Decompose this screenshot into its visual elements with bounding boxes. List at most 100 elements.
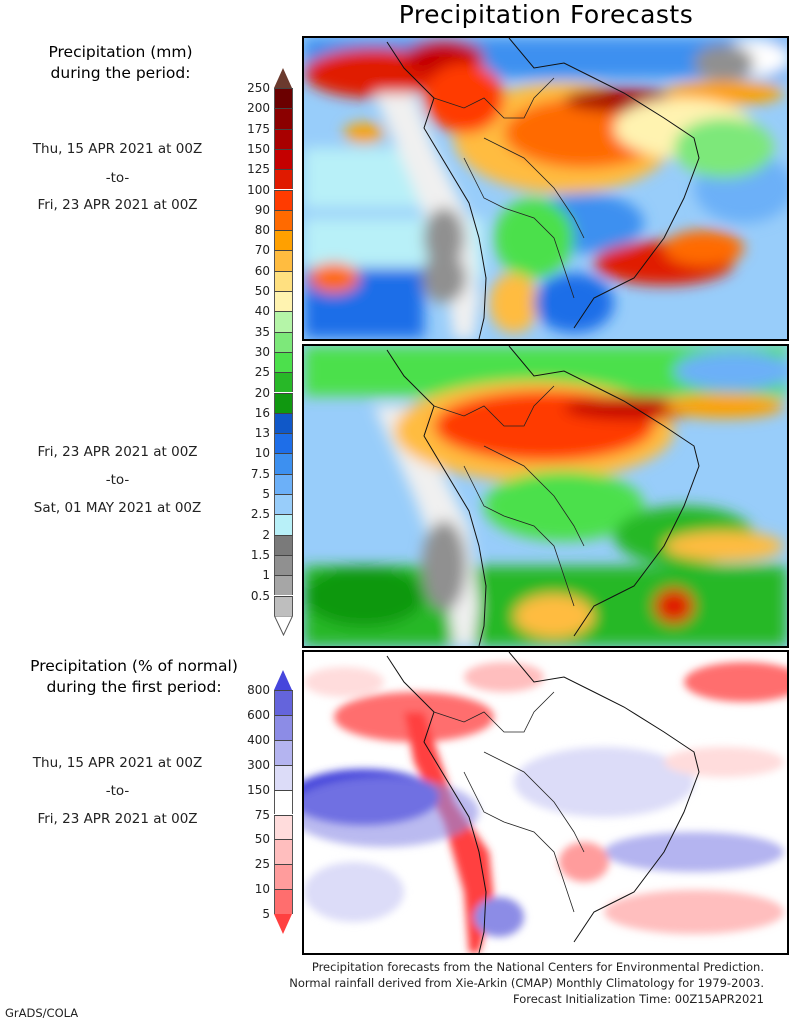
amount-tick-label: 30 <box>254 344 270 359</box>
amount-scale-cell <box>274 189 293 210</box>
amount-tick-label: 25 <box>254 365 270 380</box>
precip-map-period-2 <box>302 344 789 648</box>
amount-scale-cell <box>274 494 293 515</box>
amount-legend-heading: Precipitation (mm) during the period: <box>3 42 238 84</box>
footer-line2: Normal rainfall derived from Xie-Arkin (… <box>289 976 764 990</box>
percent-map-svg <box>304 652 787 953</box>
percent-under-arrow <box>274 914 292 935</box>
precip-map-2-svg <box>304 346 787 646</box>
precip-map-period-1 <box>302 36 789 341</box>
borders <box>433 385 585 607</box>
percent-tick-label: 50 <box>254 832 270 847</box>
period3-end: Fri, 23 APR 2021 at 00Z <box>37 811 198 827</box>
amount-tick-label: 50 <box>254 284 270 298</box>
amount-tick-label: 13 <box>254 426 270 441</box>
percent-scale-cell <box>274 690 293 715</box>
amount-scale-cell <box>274 88 293 109</box>
amount-scale-cell <box>274 351 293 373</box>
amount-tick-label: 35 <box>254 324 270 339</box>
amount-scale-cell <box>274 453 293 474</box>
amount-scale-cell <box>274 291 293 312</box>
page-title: Precipitation Forecasts <box>398 0 694 29</box>
percent-color-scale <box>274 670 293 935</box>
amount-legend-heading-line2: during the period: <box>50 64 191 82</box>
amount-tick-label: 80 <box>254 223 270 238</box>
amount-tick-label: 1 <box>262 568 270 583</box>
amount-tick-label: 100 <box>247 182 270 197</box>
amount-scale-cell <box>274 270 293 291</box>
percent-legend-heading-line1: Precipitation (% of normal) <box>30 657 238 675</box>
percent-scale-cell <box>274 889 293 915</box>
amount-scale-cell <box>274 392 293 413</box>
amount-tick-label: 150 <box>247 141 270 156</box>
amount-scale-cell <box>274 514 293 535</box>
percent-scale-cell <box>274 839 293 865</box>
amount-tick-label: 250 <box>247 81 270 95</box>
amount-scale-cell <box>274 595 293 616</box>
percent-scale-cell <box>274 789 293 815</box>
amount-tick-label: 40 <box>254 304 270 319</box>
percent-scale-cell <box>274 714 293 740</box>
amount-tick-label: 2 <box>262 527 270 542</box>
amount-scale-cell <box>274 473 293 494</box>
period3-start: Thu, 15 APR 2021 at 00Z <box>32 755 203 771</box>
amount-over-arrow <box>274 68 292 88</box>
amount-scale-cell <box>274 534 293 555</box>
borders <box>433 77 585 299</box>
amount-scale-cell <box>274 230 293 251</box>
amount-tick-label: 16 <box>254 405 270 420</box>
period1-separator: -to- <box>105 170 130 186</box>
amount-scale-cell <box>274 169 293 190</box>
amount-tick-label: 10 <box>254 446 270 461</box>
amount-scale-cell <box>274 412 293 434</box>
coastline <box>386 346 700 646</box>
amount-scale-cell <box>274 575 293 596</box>
credit: GrADS/COLA <box>5 1006 79 1020</box>
amount-scale-cell <box>274 433 293 454</box>
coastline <box>386 652 700 953</box>
period2-end: Sat, 01 MAY 2021 at 00Z <box>33 500 202 516</box>
amount-tick-label: 1.5 <box>250 547 270 562</box>
percent-tick-label: 800 <box>247 683 270 697</box>
percent-scale-cell <box>274 814 293 840</box>
percent-tick-label: 10 <box>254 882 270 897</box>
amount-tick-label: 175 <box>247 121 270 136</box>
coastline <box>386 38 700 339</box>
percent-tick-label: 5 <box>262 907 270 922</box>
amount-tick-label: 2.5 <box>250 507 270 522</box>
amount-tick-label: 20 <box>254 385 270 400</box>
percent-legend-heading-line2: during the first period: <box>46 678 222 696</box>
amount-tick-label: 0.5 <box>250 588 270 603</box>
percent-scale-cell <box>274 864 293 890</box>
percent-field <box>304 662 787 953</box>
percent-tick-label: 25 <box>254 857 270 872</box>
percent-over-arrow <box>274 670 292 690</box>
percent-scale-cell <box>274 764 293 790</box>
percent-legend-heading: Precipitation (% of normal) during the f… <box>0 656 268 698</box>
footer-line1: Precipitation forecasts from the Nationa… <box>311 960 764 974</box>
amount-scale-cell <box>274 372 293 393</box>
amount-scale-cell <box>274 311 293 332</box>
percent-tick-label: 300 <box>247 757 270 772</box>
amount-scale-cell <box>274 108 293 129</box>
amount-tick-label: 90 <box>254 202 270 217</box>
percent-tick-label: 150 <box>247 782 270 797</box>
amount-tick-label: 70 <box>254 243 270 258</box>
amount-tick-label: 5 <box>262 487 270 501</box>
period2-separator: -to- <box>105 472 130 488</box>
percent-tick-label: 75 <box>254 807 270 822</box>
amount-tick-label: 60 <box>254 263 270 278</box>
footer-notes: Precipitation forecasts from the Nationa… <box>289 959 764 1007</box>
amount-scale-cell <box>274 209 293 231</box>
precip-map-1-svg <box>304 38 787 339</box>
borders <box>433 691 585 913</box>
percent-tick-label: 600 <box>247 707 270 722</box>
amount-under-arrow <box>274 615 293 636</box>
amount-tick-label: 125 <box>247 162 270 177</box>
amount-tick-label: 200 <box>247 101 270 116</box>
amount-scale-cell <box>274 148 293 170</box>
percent-tick-label: 400 <box>247 732 270 747</box>
amount-scale-cell <box>274 331 293 352</box>
period1-start: Thu, 15 APR 2021 at 00Z <box>32 141 203 157</box>
amount-scale-cell <box>274 128 293 149</box>
